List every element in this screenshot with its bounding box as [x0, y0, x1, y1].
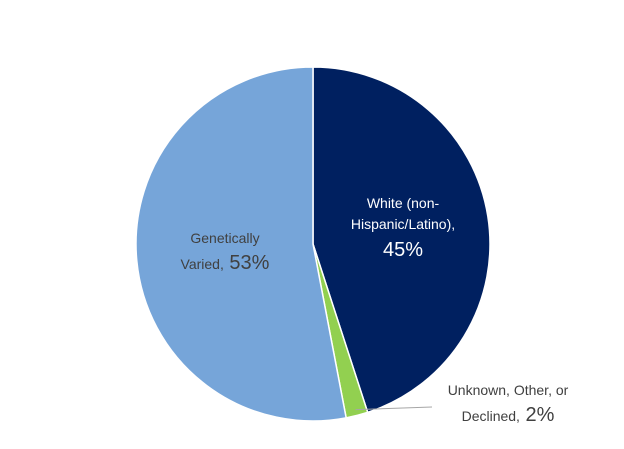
- data-label-line: Unknown, Other, or: [448, 382, 569, 398]
- data-label-percent: 45%: [383, 239, 423, 261]
- data-label-2: Genetically Varied, 53%: [181, 230, 270, 274]
- data-label-line: White (non-: [367, 195, 440, 211]
- pie-slices: [135, 66, 491, 422]
- data-label-1: Unknown, Other, or Declined, 2%: [448, 382, 569, 426]
- data-label-line: Hispanic/Latino),: [351, 216, 455, 232]
- data-label-0: White (non- Hispanic/Latino), 45%: [351, 195, 455, 261]
- data-label-line-with-percent: Varied, 53%: [181, 252, 270, 274]
- pie-slice-0: [312, 66, 491, 414]
- data-label-line-with-percent: Declined, 2%: [462, 404, 555, 426]
- data-label-line: Genetically: [190, 230, 259, 246]
- pie-slice-2: [135, 66, 348, 422]
- leader-line: [355, 406, 433, 411]
